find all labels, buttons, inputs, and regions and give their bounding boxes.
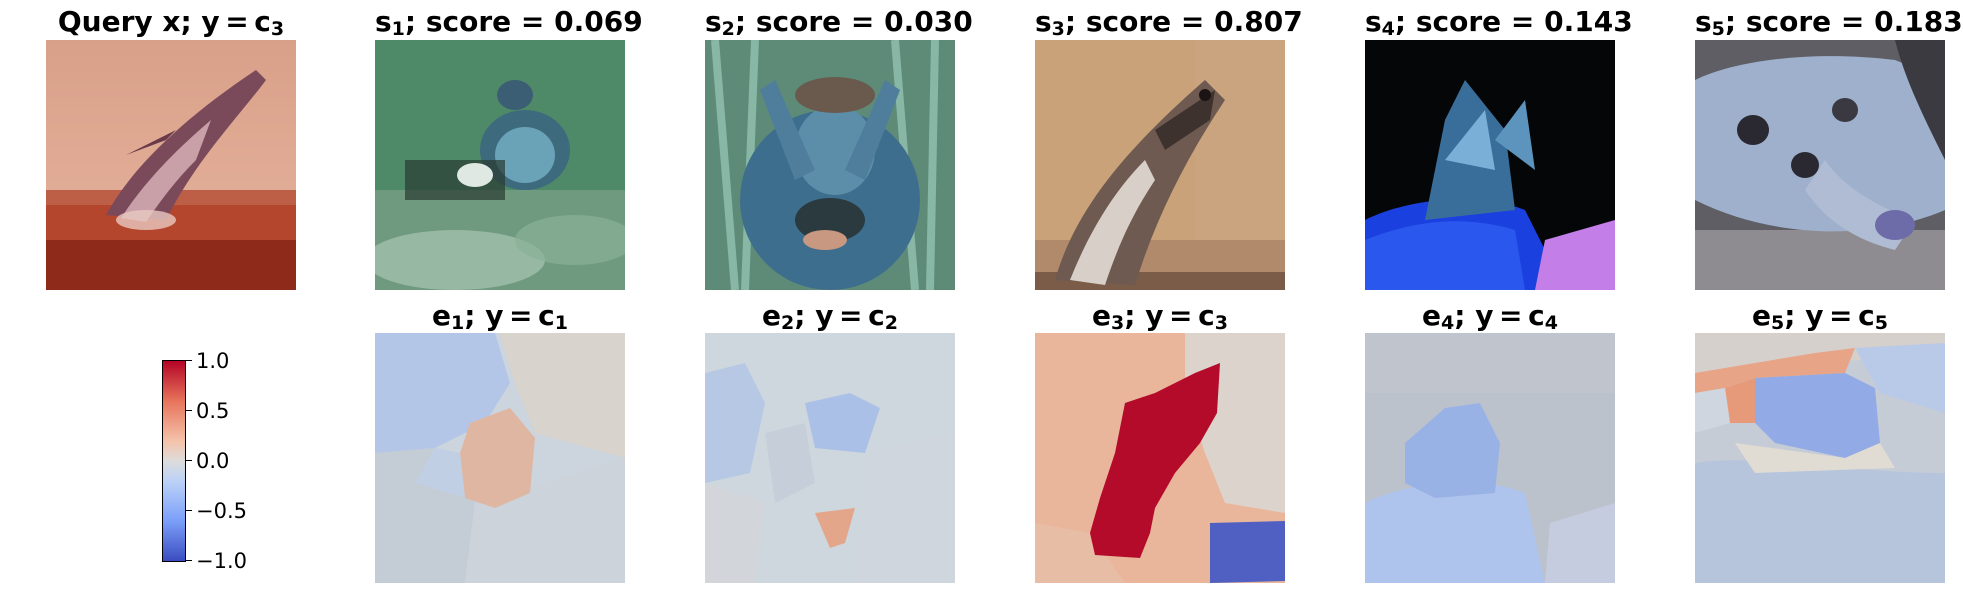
title-text: ; y = c	[1124, 299, 1215, 332]
explanation-5-heatmap	[1695, 333, 1945, 583]
explanation-2-heatmap	[705, 333, 955, 583]
title-subscript: 1	[451, 312, 465, 334]
title-subscript: 3	[1111, 312, 1125, 334]
title-text: ; y = c	[464, 299, 555, 332]
title-subscript: 5	[1771, 312, 1785, 334]
title-text: ; score = 0.069	[404, 5, 643, 38]
explanation-4-title: e4; y = c4	[1365, 298, 1615, 334]
colorbar-tick	[185, 510, 192, 511]
sample-2-title: s2; score = 0.030	[705, 4, 973, 40]
explanation-3-title: e3; y = c3	[1035, 298, 1285, 334]
title-text: s	[1695, 5, 1712, 38]
query-title: Query x; y = c3	[46, 4, 296, 40]
query-image	[46, 40, 296, 290]
colorbar-tick	[185, 410, 192, 411]
title-text: e	[762, 299, 782, 332]
title-subscript: 4	[1441, 312, 1455, 334]
title-text: ; y = c	[1454, 299, 1545, 332]
sample-2-image	[705, 40, 955, 290]
title-text: e	[1752, 299, 1772, 332]
sample-5-title: s5; score = 0.183	[1695, 4, 1963, 40]
title-text: e	[1422, 299, 1442, 332]
explanation-3-heatmap	[1035, 333, 1285, 583]
title-subscript: 3	[270, 18, 285, 40]
title-text: ; score = 0.183	[1724, 5, 1963, 38]
sample-1-image	[375, 40, 625, 290]
sample-3-image	[1035, 40, 1285, 290]
title-text: s	[1365, 5, 1382, 38]
explanation-2-title: e2; y = c2	[705, 298, 955, 334]
colorbar-tick	[185, 360, 192, 361]
title-text: ; score = 0.807	[1064, 5, 1303, 38]
colorbar-tick-label: −1.0	[196, 549, 247, 573]
title-subscript: 2	[884, 312, 898, 334]
colorbar-gradient	[162, 360, 186, 562]
title-text: ; y = c	[1784, 299, 1875, 332]
title-text: s	[1035, 5, 1052, 38]
colorbar-tick-label: 0.0	[196, 449, 230, 473]
title-subscript: 5	[1874, 312, 1888, 334]
title-subscript: 2	[781, 312, 795, 334]
title-subscript: 4	[1544, 312, 1558, 334]
explanation-5-title: e5; y = c5	[1695, 298, 1945, 334]
title-text: ; y = c	[794, 299, 885, 332]
colorbar-tick-label: −0.5	[196, 499, 247, 523]
sample-4-image	[1365, 40, 1615, 290]
colorbar-tick	[185, 560, 192, 561]
title-subscript: 2	[721, 18, 735, 40]
title-text: Query x; y = c	[57, 5, 271, 38]
colorbar-tick-label: 0.5	[196, 399, 230, 423]
title-subscript: 5	[1711, 18, 1725, 40]
colorbar-tick	[185, 460, 192, 461]
title-text: e	[1092, 299, 1112, 332]
sample-3-title: s3; score = 0.807	[1035, 4, 1303, 40]
title-subscript: 1	[554, 312, 568, 334]
title-subscript: 3	[1214, 312, 1228, 334]
title-subscript: 3	[1051, 18, 1065, 40]
explanation-1-heatmap	[375, 333, 625, 583]
title-text: s	[705, 5, 722, 38]
title-text: e	[432, 299, 452, 332]
sample-4-title: s4; score = 0.143	[1365, 4, 1633, 40]
sample-1-title: s1; score = 0.069	[375, 4, 643, 40]
colorbar-tick-label: 1.0	[196, 349, 230, 373]
title-text: ; score = 0.143	[1394, 5, 1633, 38]
title-text: ; score = 0.030	[734, 5, 973, 38]
explanation-4-heatmap	[1365, 333, 1615, 583]
title-text: s	[375, 5, 392, 38]
title-subscript: 1	[391, 18, 405, 40]
title-subscript: 4	[1381, 18, 1395, 40]
sample-5-image	[1695, 40, 1945, 290]
explanation-1-title: e1; y = c1	[375, 298, 625, 334]
